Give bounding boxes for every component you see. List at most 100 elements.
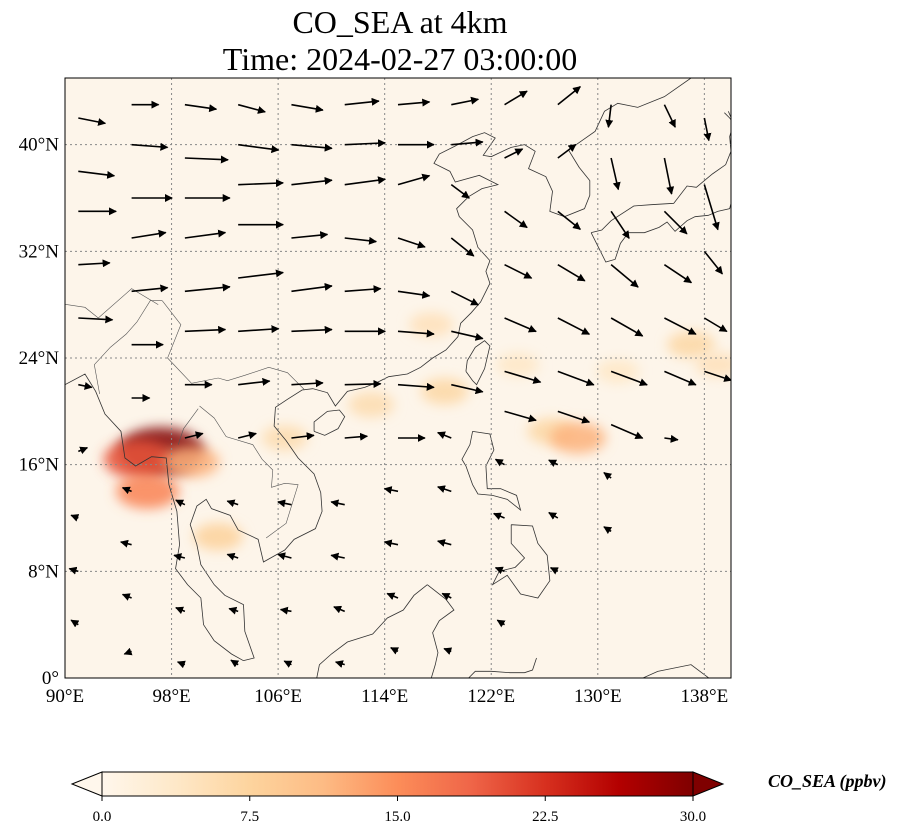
wind-arrow [330,499,345,508]
colorbar-ticks: 0.0 7.5 15.0 22.5 30.0 [93,796,706,825]
co-plume [496,352,540,377]
wind-arrow [344,139,387,148]
wind-arrow [344,432,369,441]
x-tick-label: 122°E [467,686,515,707]
wind-arrow [237,103,266,114]
wind-arrow [291,379,324,388]
wind-arrow [605,104,614,128]
wind-arrow [663,104,676,128]
wind-arrow [664,317,697,335]
wind-arrow [330,552,345,561]
co-plume [116,473,180,509]
wind-arrow [451,383,484,395]
wind-arrow [450,237,475,257]
wind-arrow [557,86,581,106]
colorbar-tick-label: 22.5 [532,809,558,825]
wind-arrow [120,539,132,548]
y-tick-label: 16°N [19,455,60,476]
wind-arrow [437,431,452,439]
wind-arrow [78,117,107,126]
wind-arrow [121,486,132,495]
wind-arrow [603,526,613,535]
wind-arrow [496,619,506,628]
wind-arrow [557,317,591,335]
wind-arrow [397,173,431,186]
wind-arrow [383,486,399,494]
wind-arrow [78,259,111,268]
gridlines [65,78,731,678]
co-concentration-field [103,312,731,551]
coastline [724,111,731,121]
y-tick-label: 8°N [28,561,59,582]
wind-arrow [230,659,240,668]
wind-arrow [557,370,595,387]
wind-arrow [238,179,284,188]
wind-arrow [504,410,537,423]
wind-arrow [663,157,675,195]
wind-arrow [237,431,257,440]
wind-arrow [549,567,559,575]
wind-arrow [291,143,333,152]
wind-arrow [184,229,227,239]
co-plume [348,391,395,418]
wind-arrow [610,317,644,337]
wind-arrow [557,210,581,230]
y-tick-label: 40°N [19,135,60,156]
wind-arrow [493,512,505,520]
y-tick-label: 0° [42,668,59,689]
wind-arrow [175,606,186,615]
wind-arrow [344,176,387,186]
wind-arrow [70,514,80,522]
x-tick-label: 90°E [46,686,84,707]
wind-arrow [703,250,723,275]
wind-arrow [121,593,132,601]
coastline [65,373,244,662]
coastline [491,524,551,599]
coastline [465,340,491,386]
wind-arrow [610,264,639,288]
map-subtitle-time: Time: 2024-02-27 03:00:00 [222,41,578,77]
wind-arrow [548,511,559,520]
wind-arrow [70,619,80,628]
wind-arrow [397,382,435,391]
wind-arrow [175,499,186,507]
wind-arrow [184,155,229,164]
y-tick-label: 32°N [19,241,60,262]
wind-arrow [397,237,426,249]
wind-arrow [283,660,293,668]
co-plume [163,446,220,478]
colorbar-bar [101,771,694,797]
co-plume [103,440,174,479]
wind-arrow [441,592,452,601]
wind-arrow [703,317,728,333]
wind-arrow [173,553,186,561]
wind-arrow [451,330,484,341]
wind-arrow [494,566,505,575]
wind-arrow [344,379,382,388]
wind-arrow [344,236,378,245]
wind-arrow [131,229,167,239]
wind-arrow [291,325,333,334]
wind-arrow [504,317,537,333]
x-tick-label: 130°E [574,686,622,707]
co-plume [667,331,715,358]
co-plume [549,422,606,454]
wind-arrow [334,660,345,668]
wind-arrow [333,605,346,614]
wind-arrow [703,184,720,231]
wind-arrow [226,552,239,561]
wind-arrow [68,566,79,575]
wind-arrow [504,263,533,279]
wind-arrow [663,264,693,284]
wind-arrow [78,170,116,179]
co-plume [261,425,308,451]
wind-arrow [437,485,452,493]
x-axis-ticks: 90°E 98°E 106°E 114°E 122°E 130°E 138°E [46,686,728,707]
wind-arrow [557,410,591,424]
y-axis-ticks: 0° 8°N 16°N 24°N 32°N 40°N [19,135,60,689]
coastline [468,657,537,678]
colorbar-tick-label: 0.0 [93,809,112,825]
wind-arrow [610,370,648,387]
coastline [189,78,692,662]
